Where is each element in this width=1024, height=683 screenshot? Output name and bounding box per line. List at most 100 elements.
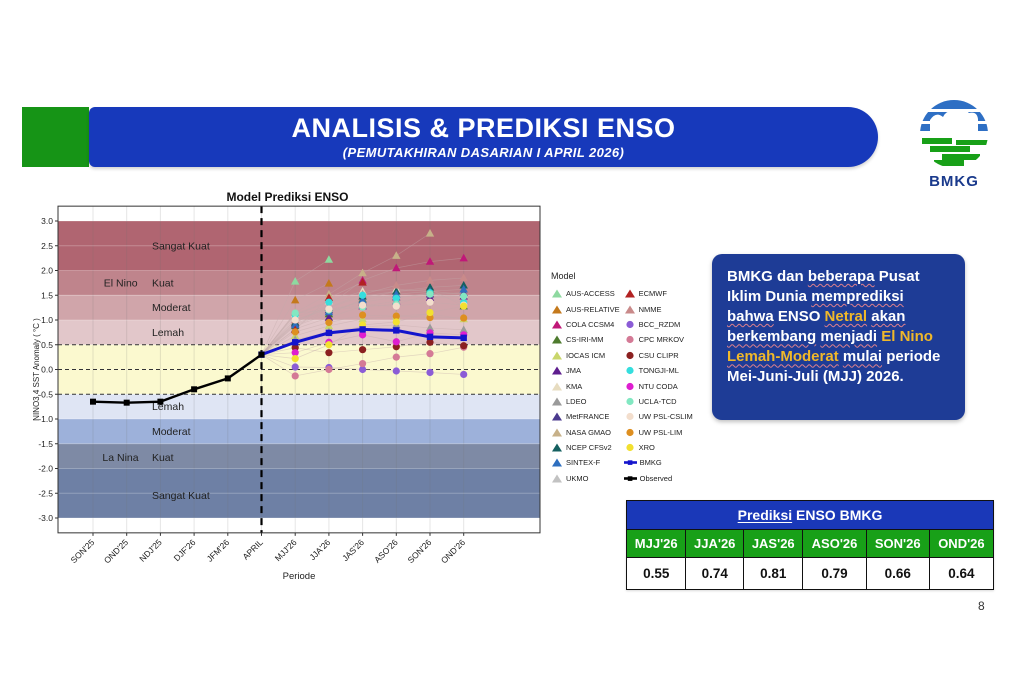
svg-text:Moderat: Moderat bbox=[152, 426, 191, 438]
legend-item-label: UCLA-TCD bbox=[638, 396, 677, 406]
prediksi-enso-bmkg-table: Prediksi ENSO BMKG MJJ'26 JJA'26 JAS'26 ASO… bbox=[625, 500, 995, 590]
table-prediction-value: 0.64 bbox=[928, 557, 995, 590]
legend-item-label: UKMO bbox=[566, 473, 589, 483]
legend-triangle-icon bbox=[552, 443, 562, 452]
legend-item-label: NTU CODA bbox=[638, 381, 678, 391]
legend-item-label: UW PSL-LIM bbox=[638, 427, 683, 437]
legend-item: MetFRANCE bbox=[551, 409, 620, 424]
legend-item-label: NMME bbox=[638, 304, 662, 314]
summary-text-segment: Netral bbox=[824, 308, 868, 326]
legend-item: COLA CCSM4 bbox=[551, 317, 620, 332]
table-period-header: MJJ'26 bbox=[625, 529, 687, 558]
table-title-part: ENSO BMKG bbox=[792, 507, 883, 523]
svg-text:Lemah: Lemah bbox=[152, 327, 184, 339]
svg-text:Kuat: Kuat bbox=[152, 452, 174, 464]
legend-item: SINTEX-F bbox=[551, 455, 620, 470]
legend-triangle-icon bbox=[552, 351, 562, 360]
summary-text-segment: Lemah-Moderat bbox=[727, 348, 839, 366]
prediction-summary-box: BMKG dan beberapa Pusat Iklim Dunia memp… bbox=[712, 254, 965, 420]
page-title: ANALISIS & PREDIKSI ENSO bbox=[291, 113, 676, 144]
legend-line-icon bbox=[623, 476, 637, 481]
legend-item-label: CSU CLIPR bbox=[638, 350, 679, 360]
legend-item-label: JMA bbox=[566, 366, 581, 376]
legend-triangle-icon bbox=[552, 428, 562, 437]
legend-item: IOCAS ICM bbox=[551, 348, 620, 363]
table-value-row: 0.55 0.74 0.81 0.79 0.66 0.64 bbox=[625, 557, 995, 590]
summary-text-segment: bahwa bbox=[727, 308, 774, 326]
legend-circle-icon bbox=[626, 351, 634, 359]
table-prediction-value: 0.66 bbox=[865, 557, 930, 590]
legend-triangle-icon bbox=[552, 320, 562, 329]
legend-item: CS-IRI-MM bbox=[551, 332, 620, 347]
legend-item: AUS-RELATIVE bbox=[551, 301, 620, 316]
summary-text-segment: Pusat Iklim Dunia bbox=[727, 268, 920, 306]
legend-item: ECMWF bbox=[624, 286, 693, 301]
legend-triangle-icon bbox=[624, 305, 635, 314]
legend-item: BCC_RZDM bbox=[624, 317, 693, 332]
svg-text:ASO'26: ASO'26 bbox=[372, 537, 400, 565]
svg-text:-1.5: -1.5 bbox=[38, 439, 53, 449]
header-accent-block bbox=[22, 107, 89, 167]
table-prediction-value: 0.79 bbox=[802, 557, 867, 590]
svg-text:-1.0: -1.0 bbox=[38, 414, 53, 424]
table-title: Prediksi ENSO BMKG bbox=[626, 500, 994, 530]
legend-item: TONGJI-ML bbox=[624, 363, 693, 378]
legend-item-label: AUS-RELATIVE bbox=[566, 304, 620, 314]
legend-circle-icon bbox=[626, 413, 634, 421]
svg-text:3.0: 3.0 bbox=[41, 216, 53, 226]
legend-item-label: NCEP CFSv2 bbox=[566, 443, 612, 453]
summary-text-segment: beberapa bbox=[807, 268, 875, 285]
legend-triangle-icon bbox=[552, 335, 562, 344]
summary-text-segment: ENSO bbox=[773, 308, 825, 326]
legend-item-label: Observed bbox=[639, 473, 673, 483]
summary-text-segment: berkembang bbox=[727, 328, 817, 346]
legend-triangle-icon bbox=[552, 305, 562, 314]
svg-text:-2.0: -2.0 bbox=[38, 464, 53, 474]
legend-item: BMKG bbox=[623, 455, 693, 470]
svg-text:APRIL: APRIL bbox=[240, 537, 265, 562]
table-header-row: MJJ'26 JJA'26 JAS'26 ASO'26 SON'26 OND'26 bbox=[625, 529, 995, 558]
legend-item: UKMO bbox=[551, 471, 620, 486]
summary-text-segment: akan bbox=[871, 308, 906, 326]
legend-circle-icon bbox=[626, 367, 634, 375]
legend-circle-icon bbox=[626, 428, 634, 436]
table-period-header: JJA'26 bbox=[685, 529, 745, 558]
svg-text:NINO3.4 SST Anomaly ( °C ): NINO3.4 SST Anomaly ( °C ) bbox=[32, 318, 41, 421]
legend-item-label: LDEO bbox=[566, 396, 587, 406]
table-prediction-value: 0.81 bbox=[743, 557, 804, 590]
svg-text:JJA'26: JJA'26 bbox=[307, 537, 332, 562]
legend-item: LDEO bbox=[551, 394, 620, 409]
svg-text:1.5: 1.5 bbox=[41, 290, 53, 300]
legend-item-label: XRO bbox=[638, 443, 655, 453]
chart-title: Model Prediksi ENSO bbox=[226, 190, 349, 204]
bmkg-logo-icon bbox=[920, 100, 988, 168]
table-period-header: JAS'26 bbox=[743, 529, 804, 558]
svg-text:Periode: Periode bbox=[283, 571, 316, 582]
legend-triangle-icon bbox=[552, 366, 562, 375]
svg-text:La Nina: La Nina bbox=[102, 452, 138, 464]
table-period-header: ASO'26 bbox=[802, 529, 867, 558]
legend-item: CPC MRKOV bbox=[624, 332, 693, 347]
bmkg-logo: BMKG bbox=[906, 96, 1002, 200]
table-prediction-value: 0.74 bbox=[685, 557, 745, 590]
legend-item: UCLA-TCD bbox=[624, 394, 693, 409]
legend-item-label: NASA GMAO bbox=[566, 427, 612, 437]
svg-text:Sangat Kuat: Sangat Kuat bbox=[152, 240, 210, 252]
summary-text-segment: periode Mei-Juni-Juli (MJJ) 2026. bbox=[727, 348, 941, 386]
legend-item-label: UW PSL-CSLIM bbox=[638, 412, 693, 422]
legend-line-icon bbox=[623, 460, 637, 466]
legend-item: AUS-ACCESS bbox=[551, 286, 620, 301]
svg-text:-3.0: -3.0 bbox=[38, 513, 53, 523]
svg-text:Kuat: Kuat bbox=[152, 277, 174, 289]
svg-text:0.5: 0.5 bbox=[41, 340, 53, 350]
legend-item-label: AUS-ACCESS bbox=[566, 289, 615, 299]
legend-circle-icon bbox=[626, 443, 634, 452]
legend-circle-icon bbox=[626, 382, 634, 390]
svg-text:0.0: 0.0 bbox=[41, 365, 53, 375]
svg-text:OND'25: OND'25 bbox=[102, 537, 130, 565]
legend-item: NASA GMAO bbox=[551, 425, 620, 440]
legend-circle-icon bbox=[626, 336, 634, 344]
legend-item-label: TONGJI-ML bbox=[638, 366, 679, 376]
